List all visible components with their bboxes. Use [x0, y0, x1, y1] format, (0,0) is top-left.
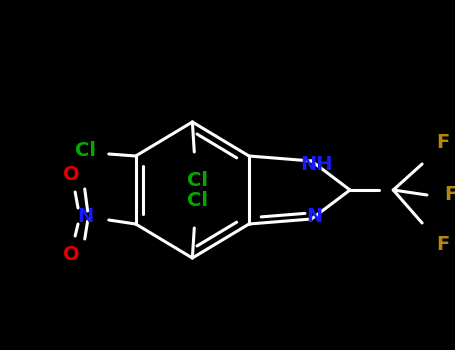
Text: F: F: [437, 133, 450, 152]
Text: Cl: Cl: [187, 190, 207, 210]
Text: F: F: [437, 236, 450, 254]
Text: Cl: Cl: [75, 141, 96, 161]
Text: O: O: [63, 164, 80, 183]
Text: F: F: [445, 186, 455, 204]
Text: O: O: [63, 245, 80, 264]
Text: N: N: [306, 206, 323, 225]
Text: N: N: [78, 206, 94, 225]
Text: NH: NH: [300, 154, 333, 174]
Text: Cl: Cl: [187, 170, 207, 189]
